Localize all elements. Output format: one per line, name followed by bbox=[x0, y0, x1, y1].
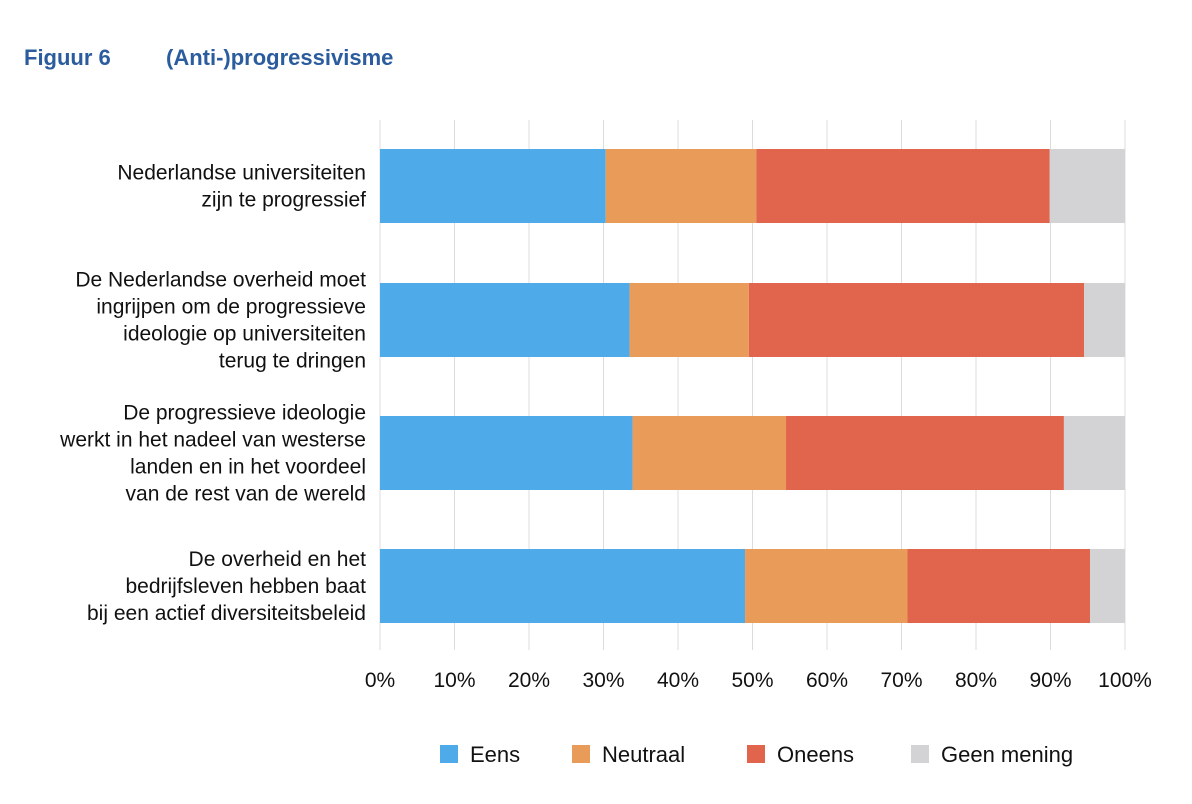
bar-neutraal bbox=[632, 416, 787, 490]
bar-neutraal bbox=[605, 149, 757, 223]
bar-neutraal bbox=[745, 549, 908, 623]
legend-label: Oneens bbox=[777, 742, 854, 767]
category-label-line: zijn te progressief bbox=[201, 189, 366, 212]
bar-oneens bbox=[756, 149, 1050, 223]
x-tick-label: 0% bbox=[365, 669, 395, 692]
bar-eens bbox=[380, 549, 746, 623]
bar-oneens bbox=[786, 416, 1064, 490]
x-tick-label: 10% bbox=[433, 669, 475, 692]
category-label-line: De overheid en het bbox=[189, 548, 367, 571]
bar-geen-mening bbox=[1089, 549, 1125, 623]
category-label-line: bedrijfsleven hebben baat bbox=[125, 575, 366, 598]
x-tick-label: 60% bbox=[806, 669, 848, 692]
category-label-line: Nederlandse universiteiten bbox=[117, 162, 366, 185]
category-label-line: ingrijpen om de progressieve bbox=[96, 296, 366, 319]
legend-swatch bbox=[440, 745, 458, 763]
bar-eens bbox=[380, 149, 606, 223]
legend: Eens Neutraal Oneens Geen mening bbox=[440, 742, 1073, 767]
x-tick-label: 100% bbox=[1098, 669, 1152, 692]
x-tick-label: 30% bbox=[582, 669, 624, 692]
bar-geen-mening bbox=[1049, 149, 1125, 223]
bar-eens bbox=[380, 283, 630, 357]
category-labels: Nederlandse universiteiten zijn te progre… bbox=[59, 162, 366, 626]
bar-neutraal bbox=[629, 283, 749, 357]
x-tick-label: 70% bbox=[880, 669, 922, 692]
category-label-line: van de rest van de wereld bbox=[126, 483, 366, 506]
figure-number: Figuur 6 bbox=[24, 45, 111, 70]
category-label-line: landen en in het voordeel bbox=[130, 456, 366, 479]
x-tick-label: 90% bbox=[1029, 669, 1071, 692]
x-tick-label: 80% bbox=[955, 669, 997, 692]
category-label-line: ideologie op universiteiten bbox=[123, 323, 366, 346]
bar-geen-mening bbox=[1084, 283, 1125, 357]
category-label-line: De progressieve ideologie bbox=[123, 402, 366, 425]
legend-swatch bbox=[911, 745, 929, 763]
bars bbox=[380, 149, 1125, 623]
category-label-line: werkt in het nadeel van westerse bbox=[59, 429, 366, 452]
legend-label: Eens bbox=[470, 742, 520, 767]
category-label: De progressieve ideologie werkt in het na… bbox=[59, 402, 366, 506]
legend-label: Neutraal bbox=[602, 742, 685, 767]
category-label: Nederlandse universiteiten zijn te progre… bbox=[117, 162, 366, 212]
bar-oneens bbox=[907, 549, 1090, 623]
chart-title: (Anti-)progressivisme bbox=[166, 45, 393, 70]
category-label-line: De Nederlandse overheid moet bbox=[75, 269, 366, 292]
category-label-line: terug te dringen bbox=[219, 350, 366, 373]
x-tick-label: 50% bbox=[731, 669, 773, 692]
x-tick-label: 20% bbox=[508, 669, 550, 692]
legend-swatch bbox=[747, 745, 765, 763]
category-label: De Nederlandse overheid moet ingrijpen om… bbox=[75, 269, 366, 373]
category-label-line: bij een actief diversiteitsbeleid bbox=[87, 602, 366, 625]
bar-oneens bbox=[748, 283, 1085, 357]
x-axis-ticks: 0% 10% 20% 30% 40% 50% 60% 70% 80% 90% 100% bbox=[365, 669, 1152, 692]
category-label: De overheid en het bedrijfsleven hebben b… bbox=[87, 548, 366, 625]
legend-label: Geen mening bbox=[941, 742, 1073, 767]
legend-swatch bbox=[572, 745, 590, 763]
x-tick-label: 40% bbox=[657, 669, 699, 692]
bar-geen-mening bbox=[1063, 416, 1125, 490]
bar-eens bbox=[380, 416, 633, 490]
